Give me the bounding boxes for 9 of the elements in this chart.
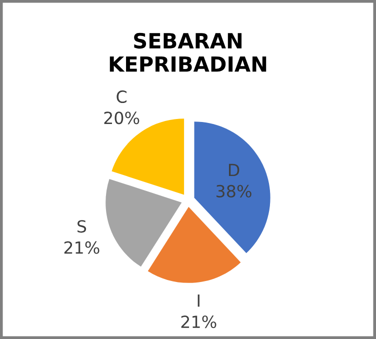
slice-label: I (198, 294, 200, 307)
data-label: 20% (104, 112, 140, 124)
slice-label: D (228, 164, 240, 176)
data-label: 38% (216, 184, 252, 198)
chart-title: SEBARAN KEPRIBADIAN (110, 32, 266, 72)
slice-label: S (78, 220, 86, 233)
data-label: 21% (181, 315, 216, 328)
data-label: 21% (64, 241, 100, 254)
slice-label: C (116, 90, 126, 104)
